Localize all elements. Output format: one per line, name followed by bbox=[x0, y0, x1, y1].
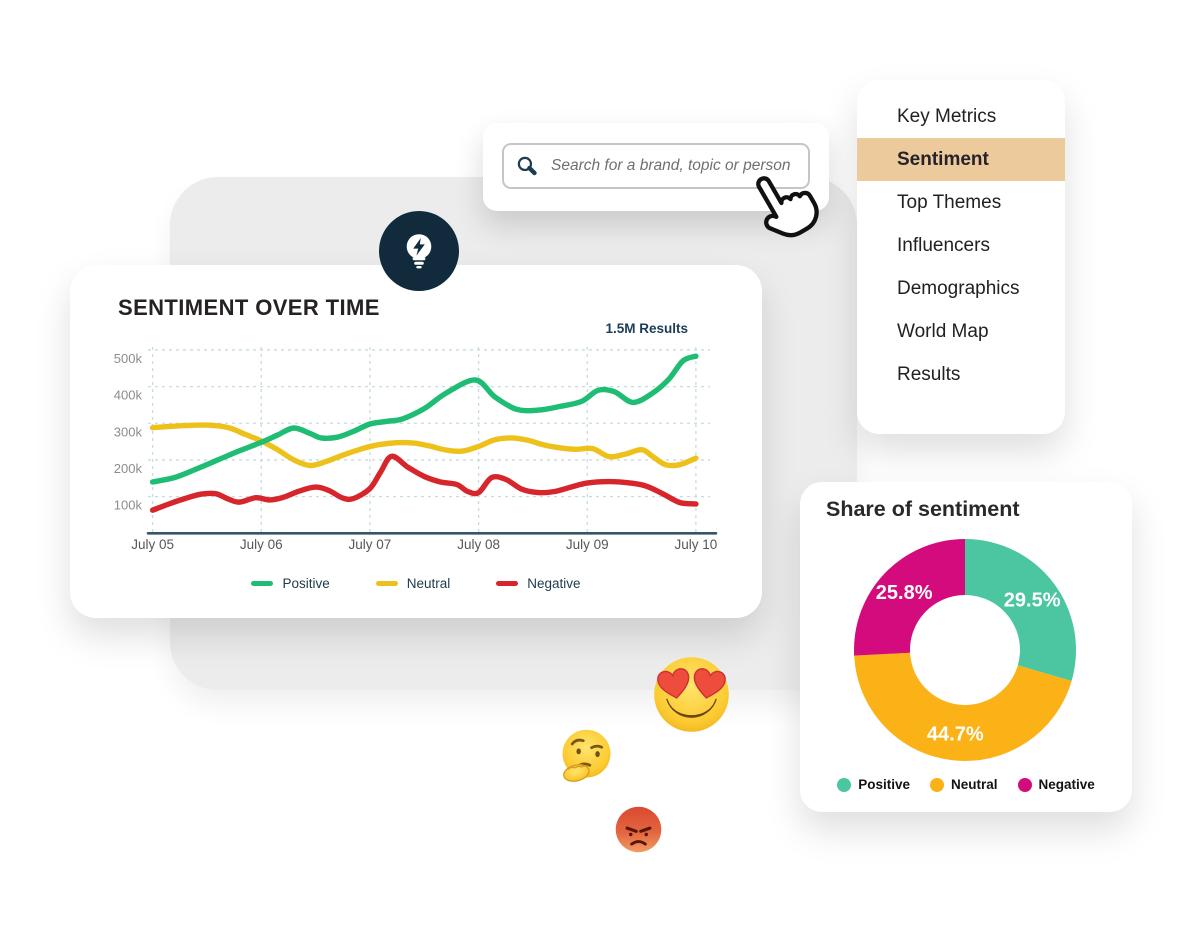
negative-pct-label: 25.8% bbox=[876, 582, 933, 604]
svg-text:July 08: July 08 bbox=[457, 537, 500, 552]
legend-item-neutral: Neutral bbox=[929, 777, 998, 792]
positive-line bbox=[149, 353, 699, 485]
menu-item-results[interactable]: Results bbox=[897, 363, 961, 385]
chart-title: SENTIMENT OVER TIME bbox=[118, 295, 380, 320]
legend-label: Neutral bbox=[406, 576, 451, 591]
neutral-pct-label: 44.7% bbox=[927, 723, 984, 745]
neutral-line bbox=[149, 422, 699, 469]
negative-slice bbox=[853, 539, 965, 656]
positive-swatch bbox=[251, 581, 274, 586]
hand-pointer-icon bbox=[756, 176, 819, 238]
sentiment-over-time-card: SENTIMENT OVER TIME 1.5M Results July 05… bbox=[70, 265, 762, 618]
neutral-dot bbox=[929, 777, 944, 792]
negative-swatch bbox=[496, 581, 519, 586]
nav-menu: Key Metrics Sentiment Top Themes Influen… bbox=[857, 80, 1065, 434]
legend-item-positive: Positive bbox=[251, 576, 330, 591]
thinking-emoji bbox=[562, 729, 611, 782]
share-of-sentiment-card: Share of sentiment 29.5% 44.7% 25.8% Posit… bbox=[800, 482, 1132, 812]
svg-text:500k: 500k bbox=[114, 351, 143, 366]
menu-item-demographics[interactable]: Demographics bbox=[897, 277, 1020, 299]
search-input[interactable] bbox=[549, 156, 796, 176]
legend-label: Positive bbox=[858, 777, 910, 792]
heart-eyes-emoji bbox=[654, 657, 729, 732]
legend-label: Positive bbox=[282, 576, 330, 591]
svg-text:300k: 300k bbox=[114, 424, 143, 439]
neutral-swatch bbox=[375, 581, 398, 586]
svg-text:July 09: July 09 bbox=[566, 537, 609, 552]
svg-text:July 10: July 10 bbox=[675, 537, 718, 552]
legend-item-positive: Positive bbox=[837, 777, 910, 792]
svg-text:July 06: July 06 bbox=[240, 537, 283, 552]
menu-item-top-themes[interactable]: Top Themes bbox=[897, 191, 1002, 213]
results-count: 1.5M Results bbox=[605, 321, 688, 336]
search-card bbox=[483, 123, 829, 211]
line-chart-svg: July 05 July 06 July 07 July 08 July 09 July … bbox=[114, 347, 718, 552]
svg-text:400k: 400k bbox=[114, 388, 143, 403]
donut-chart-svg: 29.5% 44.7% 25.8% bbox=[853, 539, 1076, 761]
lightbulb-bolt-icon bbox=[406, 234, 432, 269]
negative-line bbox=[149, 453, 699, 513]
angry-emoji bbox=[615, 806, 662, 853]
legend-item-negative: Negative bbox=[1017, 777, 1095, 792]
svg-text:100k: 100k bbox=[114, 498, 143, 513]
positive-slice bbox=[965, 539, 1076, 681]
svg-text:200k: 200k bbox=[114, 461, 143, 476]
legend-label: Neutral bbox=[950, 777, 998, 792]
line-chart-legend: Positive Neutral Negative bbox=[70, 576, 762, 591]
negative-dot bbox=[1017, 777, 1032, 792]
donut-legend: Positive Neutral Negative bbox=[800, 777, 1132, 792]
legend-item-negative: Negative bbox=[496, 576, 581, 591]
menu-item-sentiment[interactable]: Sentiment bbox=[857, 138, 1065, 181]
svg-text:July 05: July 05 bbox=[131, 537, 174, 552]
positive-pct-label: 29.5% bbox=[1004, 590, 1061, 612]
legend-label: Negative bbox=[527, 576, 581, 591]
menu-item-influencers[interactable]: Influencers bbox=[897, 234, 990, 256]
menu-item-world-map[interactable]: World Map bbox=[897, 320, 989, 342]
neutral-slice bbox=[854, 652, 1072, 761]
donut-title: Share of sentiment bbox=[826, 497, 1020, 521]
svg-text:July 07: July 07 bbox=[349, 537, 392, 552]
legend-label: Negative bbox=[1038, 777, 1095, 792]
search-icon bbox=[517, 156, 537, 175]
thinking-hand bbox=[563, 764, 590, 782]
menu-item-key-metrics[interactable]: Key Metrics bbox=[897, 105, 997, 127]
legend-item-neutral: Neutral bbox=[375, 576, 451, 591]
positive-dot bbox=[837, 777, 852, 792]
insight-badge bbox=[379, 211, 459, 291]
